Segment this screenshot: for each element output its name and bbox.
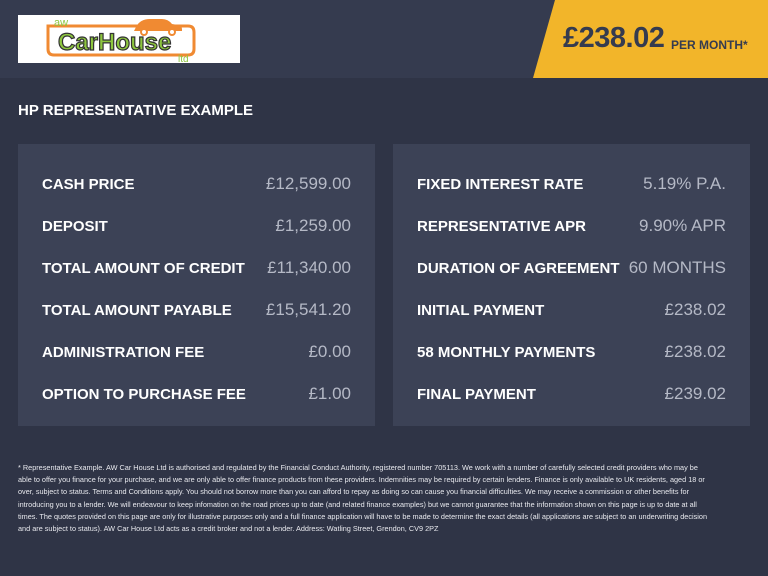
row-label: TOTAL AMOUNT OF CREDIT bbox=[42, 259, 245, 277]
row-value: £15,541.20 bbox=[265, 300, 351, 319]
row-label: DEPOSIT bbox=[42, 217, 108, 235]
row-total-payable: TOTAL AMOUNT PAYABLE £15,541.20 bbox=[42, 300, 351, 320]
row-total-credit: TOTAL AMOUNT OF CREDIT £11,340.00 bbox=[42, 258, 351, 278]
section-title: HP REPRESENTATIVE EXAMPLE bbox=[18, 102, 254, 119]
footer: * Representative Example. AW Car House L… bbox=[0, 444, 768, 576]
row-final-payment: FINAL PAYMENT £239.02 bbox=[417, 384, 726, 404]
logo-text-ltd: ltd bbox=[178, 54, 189, 63]
row-value: £1,259.00 bbox=[275, 216, 351, 235]
row-value: 9.90% APR bbox=[639, 216, 726, 235]
row-label: 58 MONTHLY PAYMENTS bbox=[417, 343, 596, 361]
terms-panel: FIXED INTEREST RATE 5.19% P.A. REPRESENTA… bbox=[393, 144, 750, 426]
logo-text-aw: aw bbox=[54, 17, 68, 29]
row-cash-price: CASH PRICE £12,599.00 bbox=[42, 174, 351, 194]
row-value: 60 MONTHS bbox=[628, 258, 726, 277]
per-month-label: PER MONTH* bbox=[671, 38, 748, 52]
row-label: OPTION TO PURCHASE FEE bbox=[42, 385, 246, 403]
row-purchase-fee: OPTION TO PURCHASE FEE £1.00 bbox=[42, 384, 351, 404]
row-value: £1.00 bbox=[308, 384, 351, 403]
monthly-price-banner: £238.02 PER MONTH* bbox=[533, 0, 768, 78]
row-value: £238.02 bbox=[664, 300, 726, 319]
row-label: REPRESENTATIVE APR bbox=[417, 217, 586, 235]
row-value: £238.02 bbox=[664, 342, 726, 361]
logo-graphic: aw CarHouse ltd bbox=[46, 17, 196, 63]
row-value: £11,340.00 bbox=[267, 258, 351, 277]
row-label: ADMINISTRATION FEE bbox=[42, 343, 205, 361]
row-interest-rate: FIXED INTEREST RATE 5.19% P.A. bbox=[417, 174, 726, 194]
row-label: FINAL PAYMENT bbox=[417, 385, 536, 403]
row-value: £239.02 bbox=[664, 384, 726, 403]
row-label: DURATION OF AGREEMENT bbox=[417, 259, 620, 277]
row-monthly-payments: 58 MONTHLY PAYMENTS £238.02 bbox=[417, 342, 726, 362]
row-value: 5.19% P.A. bbox=[643, 174, 726, 193]
row-label: INITIAL PAYMENT bbox=[417, 301, 545, 319]
row-value: £12,599.00 bbox=[265, 174, 351, 193]
company-logo[interactable]: aw CarHouse ltd bbox=[18, 15, 240, 63]
disclaimer-text: * Representative Example. AW Car House L… bbox=[18, 463, 708, 534]
logo-text-main: CarHouse bbox=[58, 29, 171, 56]
monthly-price: £238.02 bbox=[563, 22, 665, 54]
row-label: CASH PRICE bbox=[42, 175, 135, 193]
row-deposit: DEPOSIT £1,259.00 bbox=[42, 216, 351, 236]
row-label: FIXED INTEREST RATE bbox=[417, 175, 584, 193]
header: aw CarHouse ltd £238.02 PER MONTH* bbox=[0, 0, 768, 78]
row-apr: REPRESENTATIVE APR 9.90% APR bbox=[417, 216, 726, 236]
row-value: £0.00 bbox=[308, 342, 351, 361]
row-label: TOTAL AMOUNT PAYABLE bbox=[42, 301, 232, 319]
row-duration: DURATION OF AGREEMENT 60 MONTHS bbox=[417, 258, 726, 278]
pricing-panel: CASH PRICE £12,599.00 DEPOSIT £1,259.00 TO… bbox=[18, 144, 375, 426]
row-initial-payment: INITIAL PAYMENT £238.02 bbox=[417, 300, 726, 320]
row-admin-fee: ADMINISTRATION FEE £0.00 bbox=[42, 342, 351, 362]
